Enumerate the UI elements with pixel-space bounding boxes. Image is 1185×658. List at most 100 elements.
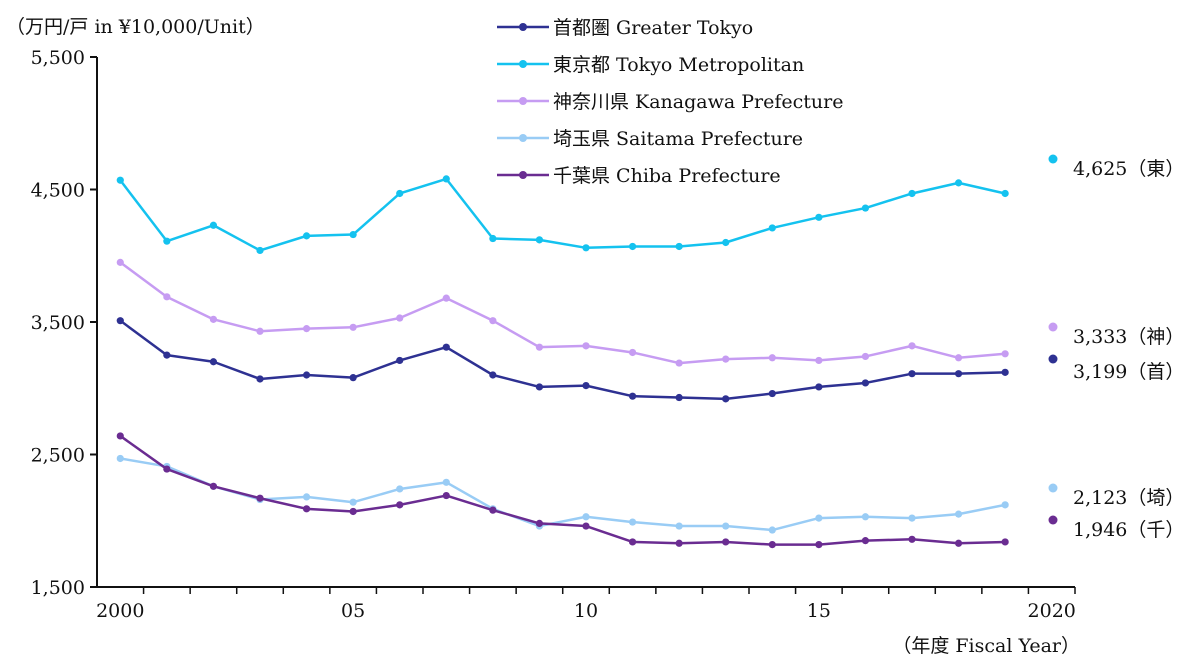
y-tick-label: 3,500 xyxy=(31,312,85,334)
data-point xyxy=(861,537,870,545)
end-annotation-marker xyxy=(1048,354,1058,364)
data-point xyxy=(954,539,963,547)
data-point xyxy=(302,232,311,240)
data-point xyxy=(535,383,544,391)
series-1 xyxy=(116,175,1009,255)
data-point xyxy=(582,522,590,530)
data-point xyxy=(861,379,870,387)
series-0 xyxy=(116,317,1009,403)
data-point xyxy=(722,395,730,403)
end-annotation-marker xyxy=(1048,322,1058,332)
data-point xyxy=(396,485,404,493)
data-point xyxy=(768,389,776,398)
data-point xyxy=(209,358,218,366)
data-point xyxy=(349,507,357,516)
data-point xyxy=(954,370,963,378)
data-point xyxy=(582,513,590,521)
legend-swatch-marker xyxy=(519,60,527,68)
data-point xyxy=(535,343,544,351)
data-point xyxy=(675,359,683,367)
data-point xyxy=(489,317,497,325)
end-annotation-label: 1,946（千） xyxy=(1073,519,1184,541)
data-point xyxy=(116,258,124,266)
legend-item: 東京都 Tokyo Metropolitan xyxy=(497,54,804,76)
data-point xyxy=(861,352,870,361)
series-2 xyxy=(116,258,1009,367)
series-line xyxy=(119,261,1006,365)
end-annotation-marker xyxy=(1048,154,1058,164)
data-point xyxy=(628,392,637,400)
data-point xyxy=(1001,501,1009,509)
data-point xyxy=(908,342,916,350)
data-point xyxy=(675,522,683,530)
data-point xyxy=(256,246,264,255)
data-point xyxy=(768,541,776,549)
end-labels: 3,199（首） 4,625（東） 3,333（神） 2,123（埼） 1,946（千） xyxy=(1048,154,1184,541)
data-point xyxy=(768,354,776,362)
data-point xyxy=(582,244,590,252)
series-line xyxy=(119,177,1006,252)
data-point xyxy=(722,238,730,247)
data-point xyxy=(954,510,963,518)
legend-item: 埼玉県 Saitama Prefecture xyxy=(497,128,803,150)
data-point xyxy=(722,538,730,546)
data-point xyxy=(675,393,683,402)
data-point xyxy=(675,242,683,251)
data-point xyxy=(722,522,730,530)
data-point xyxy=(908,370,916,378)
x-tick-label: 2020 xyxy=(1028,600,1076,622)
series-4 xyxy=(116,432,1009,549)
data-point xyxy=(163,237,171,245)
data-point xyxy=(908,189,916,198)
data-point xyxy=(908,514,916,522)
end-annotation: 4,625（東） xyxy=(1048,154,1184,180)
data-point xyxy=(489,371,497,379)
data-point xyxy=(1001,368,1009,376)
data-point xyxy=(116,176,124,184)
y-tick-label: 5,500 xyxy=(31,47,85,69)
legend-swatch-marker xyxy=(519,97,527,105)
data-point xyxy=(1001,538,1009,546)
data-point xyxy=(256,494,264,502)
data-point xyxy=(861,204,870,212)
data-point xyxy=(163,293,171,301)
data-point xyxy=(116,454,124,463)
legend-label: 東京都 Tokyo Metropolitan xyxy=(553,54,804,76)
series-line xyxy=(119,319,1006,401)
legend-swatch-marker xyxy=(519,23,527,31)
data-point xyxy=(116,432,124,440)
legend-swatch-marker xyxy=(519,134,527,142)
x-tick-label: 2000 xyxy=(96,600,144,622)
data-point xyxy=(489,506,497,514)
data-point xyxy=(535,519,544,528)
data-point xyxy=(1001,350,1009,358)
legend-label: 首都圏 Greater Tokyo xyxy=(553,17,753,39)
legend-item: 神奈川県 Kanagawa Prefecture xyxy=(497,91,843,113)
data-point xyxy=(302,493,311,501)
x-tick-label: 10 xyxy=(574,600,598,622)
y-axis-label: （万円/戸 in ¥10,000/Unit） xyxy=(6,16,265,38)
data-point xyxy=(722,355,730,363)
data-point xyxy=(302,371,311,379)
x-axis-label: （年度 Fiscal Year） xyxy=(892,635,1080,657)
data-point xyxy=(628,348,637,357)
x-tick-label: 15 xyxy=(807,600,831,622)
y-tick-label: 2,500 xyxy=(31,445,85,467)
data-point xyxy=(442,478,450,486)
y-tick-label: 1,500 xyxy=(31,577,85,599)
series-line xyxy=(120,457,1006,532)
data-point xyxy=(209,221,218,229)
axes: 1,500 2,500 3,500 4,500 5,500 2000 05 10 15 2020 xyxy=(31,47,1076,622)
data-point xyxy=(396,189,404,198)
data-point xyxy=(628,538,637,546)
data-point xyxy=(302,325,311,333)
legend-swatch-marker xyxy=(519,171,527,179)
series-line xyxy=(119,434,1006,546)
data-point xyxy=(954,179,963,187)
data-point xyxy=(768,526,776,534)
data-point xyxy=(768,224,776,232)
end-annotation-label: 4,625（東） xyxy=(1073,158,1184,180)
data-point xyxy=(815,541,823,549)
legend-item: 首都圏 Greater Tokyo xyxy=(497,17,753,39)
